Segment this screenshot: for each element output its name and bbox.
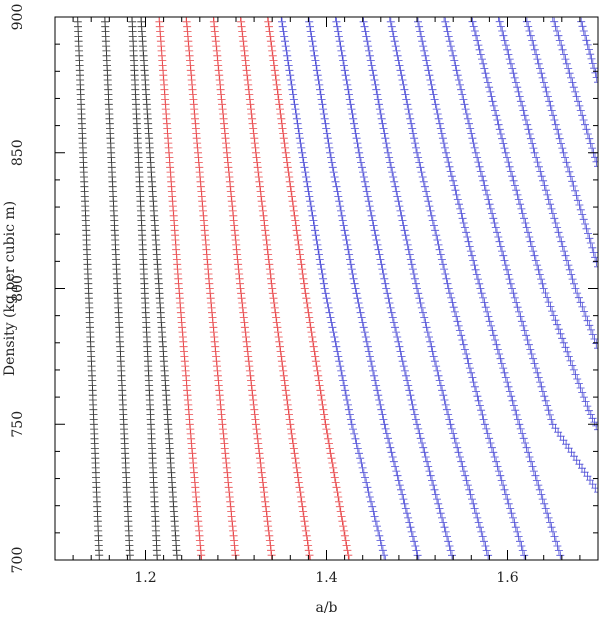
curve-0-2 [127,17,162,560]
y-tick-label: 700 [10,547,26,574]
y-tick-label: 750 [10,411,26,438]
y-axis-label: Density (kg per cubic m) [2,201,18,376]
curve-1-4 [263,17,354,560]
curve-1-3 [236,17,315,560]
curve-2-2 [331,17,458,560]
x-tick-label: 1.4 [315,570,337,586]
series-group [73,17,598,560]
curve-2-5 [413,17,566,560]
y-tick-label: 850 [10,139,26,166]
curve-1-1 [182,17,240,560]
y-tick-label: 800 [10,275,26,302]
curve-2-6 [440,17,598,497]
curve-2-10 [548,17,598,171]
x-tick-label: 1.6 [496,570,518,586]
y-tick-label: 900 [10,4,26,31]
x-axis-label: a/b [315,600,337,616]
curve-2-4 [385,17,530,560]
curve-2-11 [575,17,598,87]
data-marks [73,17,598,560]
curve-2-0 [277,17,390,560]
curve-1-2 [209,17,277,560]
curve-2-8 [494,17,598,353]
curve-1-0 [155,17,206,560]
curve-2-3 [358,17,494,560]
axes: 1.2 1.4 1.6 700 750 800 850 900 [10,4,599,586]
curve-0-3 [137,17,182,560]
x-tick-label: 1.2 [134,570,156,586]
curve-2-9 [521,17,598,271]
curve-0-0 [73,17,104,560]
curve-2-1 [304,17,423,560]
curve-2-7 [467,17,598,434]
curve-0-1 [100,17,135,560]
